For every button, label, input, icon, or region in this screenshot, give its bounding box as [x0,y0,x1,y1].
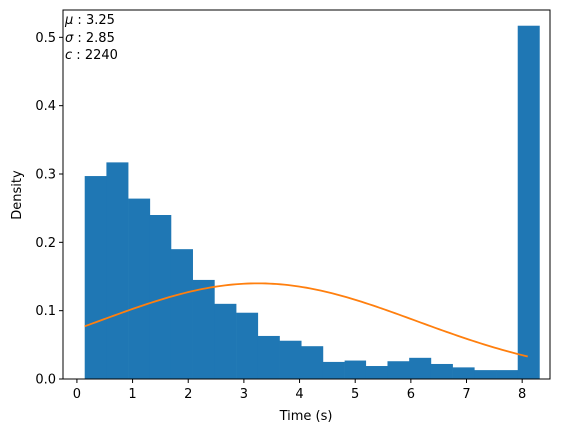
stats-annotation: μ : 3.25 σ : 2.85 c : 2240 [64,13,118,63]
x-tick-label: 5 [351,387,359,402]
x-tick-label: 3 [240,387,248,402]
histogram-bar [365,366,388,379]
histogram-bar [409,357,432,379]
x-axis-label: Time (s) [279,409,333,424]
y-axis-label: Density [10,170,25,220]
histogram-bar [170,249,193,379]
x-axis-ticks: 0 1 2 3 4 5 6 7 8 [73,379,526,402]
stat-mu-value: 3.25 [86,13,115,28]
stat-mu: μ : 3.25 [64,13,115,28]
stat-c: c : 2240 [65,48,118,63]
histogram-bar [149,215,172,379]
histogram-bar [236,312,259,379]
x-tick-label: 7 [462,387,470,402]
x-tick-label: 8 [518,387,526,402]
y-tick-label: 0.3 [35,168,56,183]
x-tick-label: 0 [73,387,81,402]
x-tick-label: 6 [407,387,415,402]
stat-c-symbol: c [65,48,72,63]
stat-mu-symbol: μ [64,13,73,28]
stat-sigma-symbol: σ [65,31,74,46]
x-tick-label: 2 [184,387,192,402]
histogram-bar [344,360,367,379]
histogram-bar [214,303,237,379]
y-tick-label: 0.0 [35,373,56,388]
y-tick-label: 0.5 [35,31,56,46]
histogram-bar [387,361,410,379]
stat-sigma-sep: : [73,31,86,46]
stat-c-value: 2240 [85,48,118,63]
histogram-bar [322,361,345,379]
y-tick-label: 0.1 [35,304,56,319]
histogram-bar [474,370,497,379]
plot-frame [62,9,551,380]
y-tick-label: 0.2 [35,236,56,251]
stat-sigma-value: 2.85 [86,31,115,46]
histogram-bar [106,162,129,379]
histogram-bar [452,367,475,379]
histogram-bars [84,25,540,379]
y-tick-label: 0.4 [35,99,56,114]
histogram-bar [84,176,107,379]
stat-mu-sep: : [73,13,86,28]
histogram-bar [301,346,324,379]
histogram-bar [279,340,302,379]
y-axis-ticks: 0.0 0.1 0.2 0.3 0.4 0.5 [35,31,63,388]
x-tick-label: 4 [295,387,303,402]
histogram-bar [517,25,540,379]
histogram-bar [192,279,215,379]
histogram-bar [128,198,151,379]
normal-curve [84,282,528,358]
histogram-bar [496,370,519,379]
histogram-bar [257,335,280,379]
stat-c-sep: : [72,48,85,63]
x-tick-label: 1 [128,387,136,402]
stat-sigma: σ : 2.85 [65,31,115,46]
histogram-bar [430,363,453,379]
